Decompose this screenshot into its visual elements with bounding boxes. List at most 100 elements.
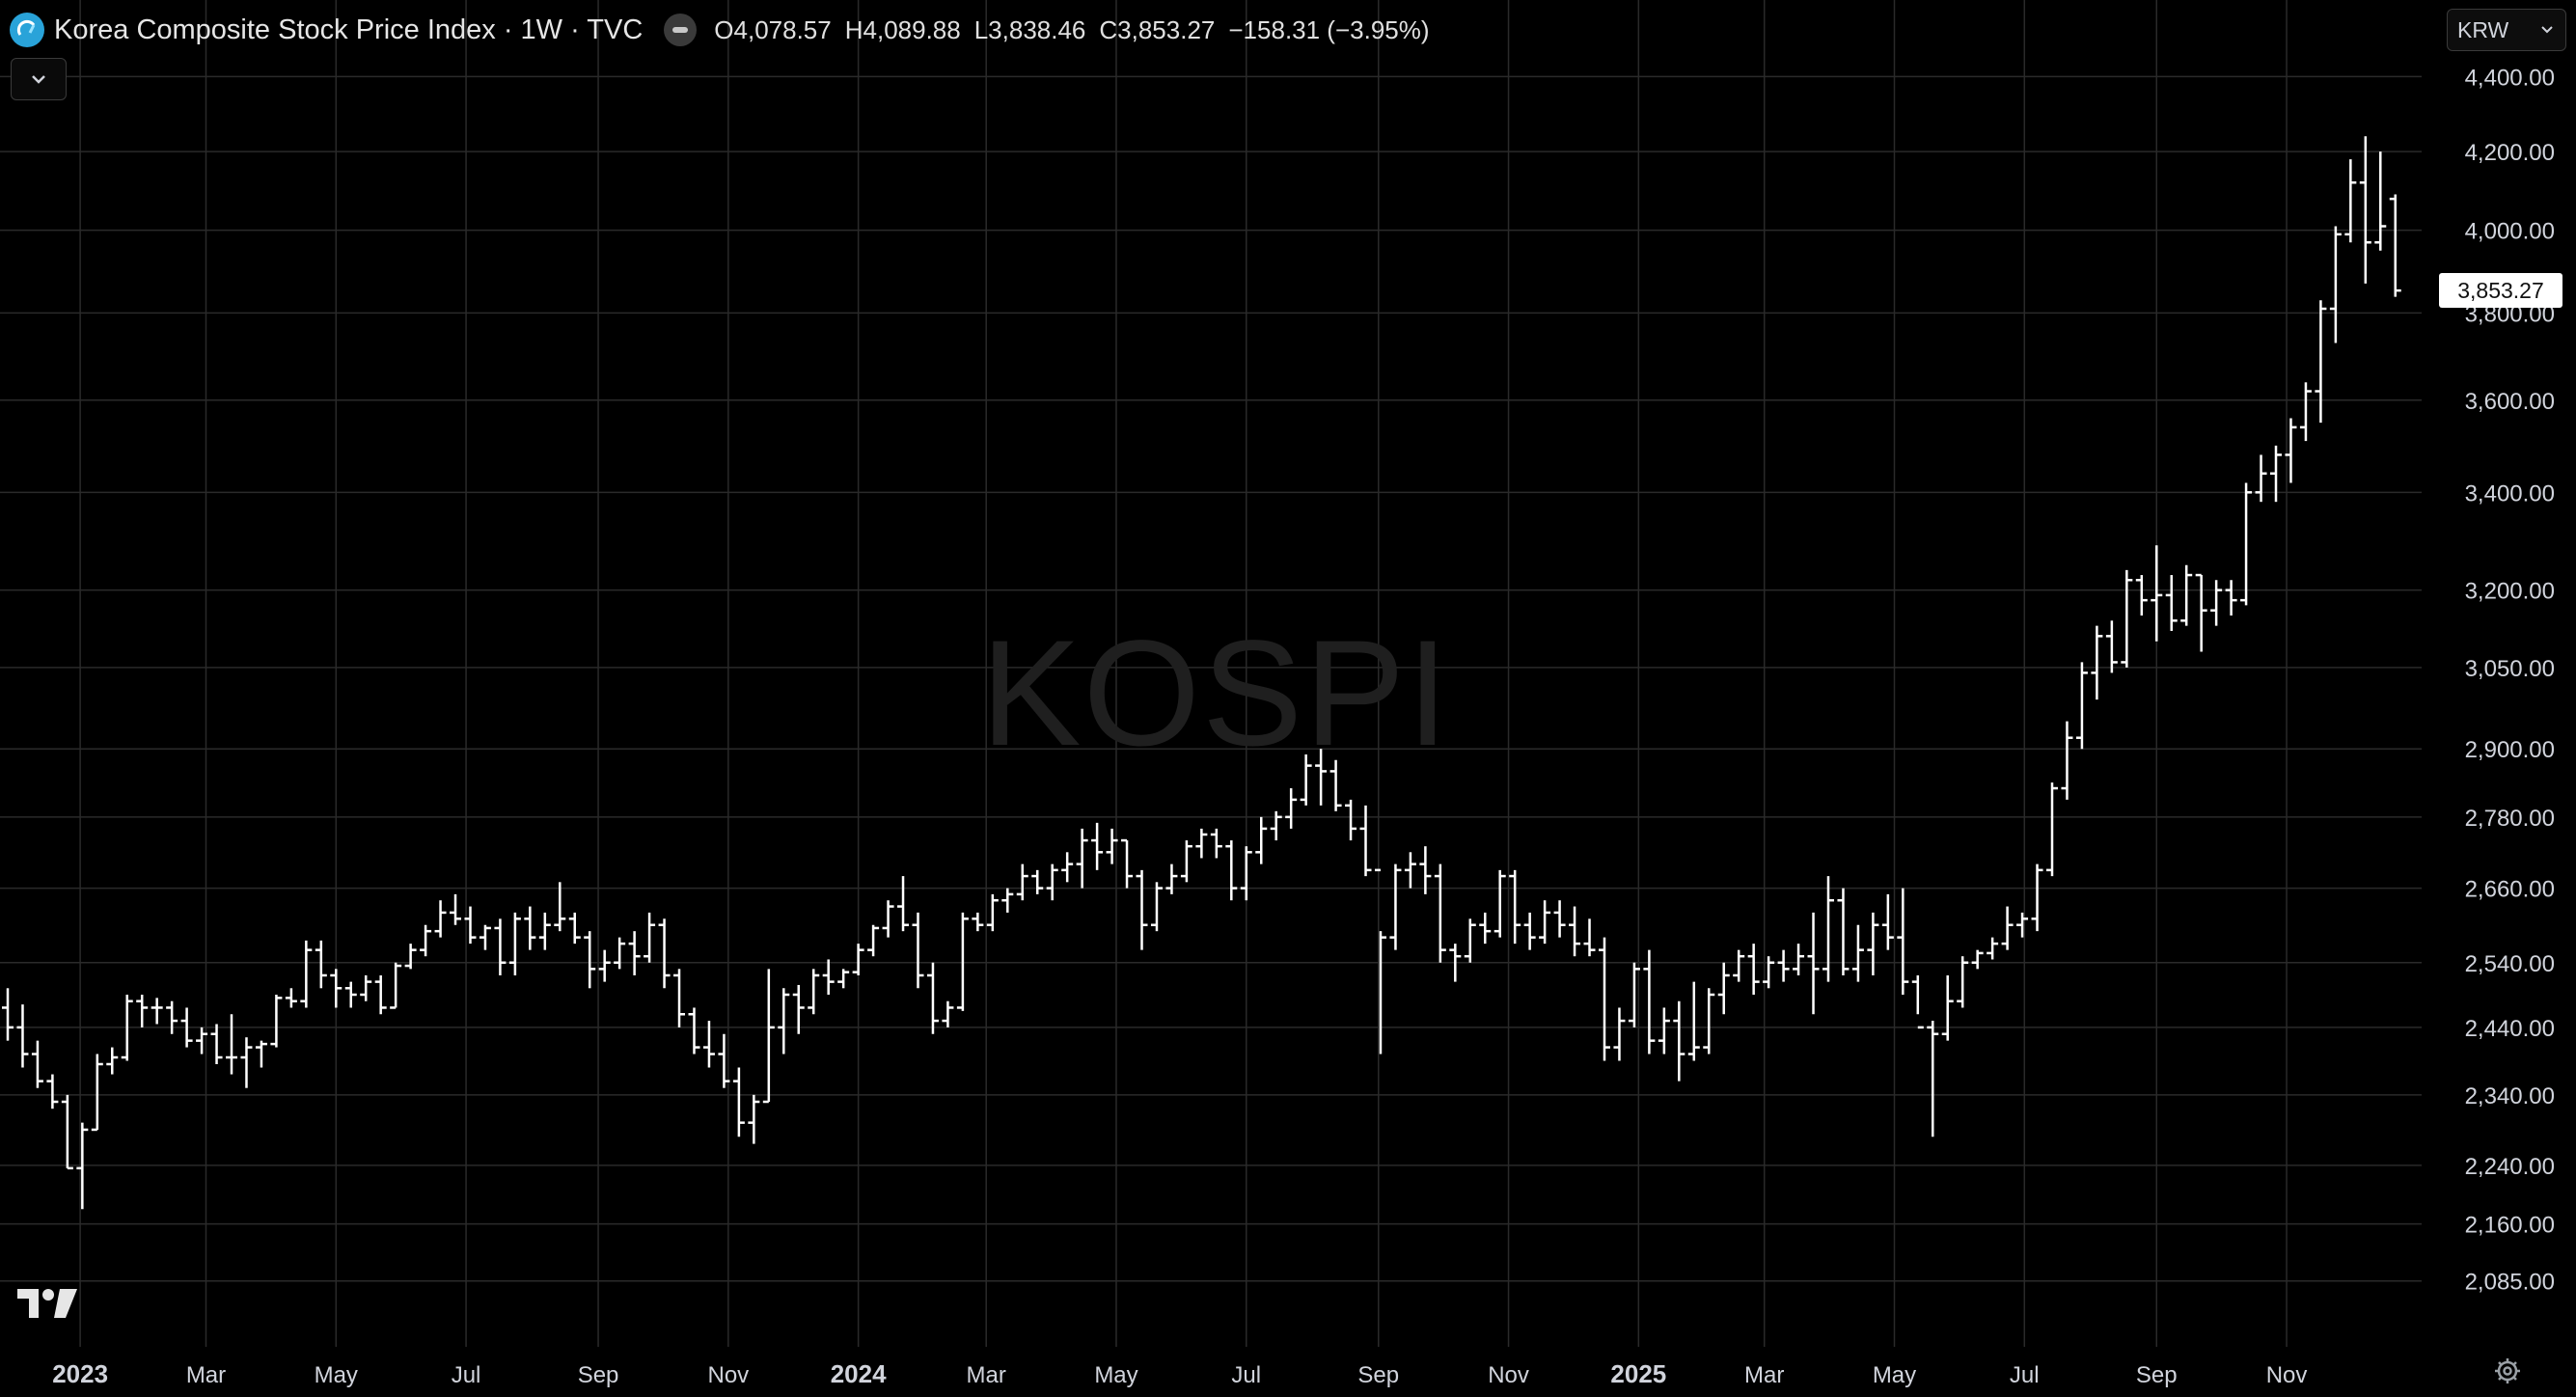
ohlc-bar[interactable] xyxy=(2270,445,2283,503)
ohlc-bar[interactable] xyxy=(1583,918,1596,957)
ohlc-bar[interactable] xyxy=(2165,575,2178,631)
ohlc-bar[interactable] xyxy=(121,994,133,1061)
ohlc-bar[interactable] xyxy=(1613,1007,1626,1061)
collapse-legend-button[interactable] xyxy=(11,58,67,100)
ohlc-bar[interactable] xyxy=(1673,1000,1685,1082)
ohlc-bar[interactable] xyxy=(972,912,984,932)
ohlc-bar[interactable] xyxy=(2344,159,2357,243)
ohlc-bar[interactable] xyxy=(1195,828,1208,859)
ohlc-bar[interactable] xyxy=(1315,749,1328,806)
ohlc-bar[interactable] xyxy=(1957,956,1969,1008)
market-status-icon[interactable] xyxy=(664,14,698,46)
ohlc-bar[interactable] xyxy=(1419,846,1432,894)
ohlc-bar[interactable] xyxy=(897,876,910,932)
ohlc-bar[interactable] xyxy=(2075,662,2088,750)
ohlc-bar[interactable] xyxy=(2,988,14,1041)
ohlc-bar[interactable] xyxy=(524,906,536,950)
ohlc-bar[interactable] xyxy=(360,974,372,1001)
ohlc-bar[interactable] xyxy=(926,962,939,1034)
ohlc-bar[interactable] xyxy=(285,988,297,1008)
ohlc-bar[interactable] xyxy=(1553,900,1566,938)
ohlc-bar[interactable] xyxy=(2359,136,2371,284)
ohlc-bar[interactable] xyxy=(2315,300,2327,424)
ohlc-bar[interactable] xyxy=(748,1094,760,1144)
ohlc-bar[interactable] xyxy=(91,1054,103,1132)
ohlc-bar[interactable] xyxy=(1031,869,1044,894)
ohlc-bar[interactable] xyxy=(1150,882,1163,932)
ohlc-bar[interactable] xyxy=(1285,788,1298,829)
ohlc-bar[interactable] xyxy=(226,1014,238,1075)
ohlc-bar[interactable] xyxy=(390,962,402,1009)
ohlc-bar[interactable] xyxy=(882,900,894,938)
ohlc-bar[interactable] xyxy=(2105,620,2118,673)
ohlc-bar[interactable] xyxy=(554,882,566,932)
ohlc-bar[interactable] xyxy=(1001,888,1014,913)
gear-icon[interactable] xyxy=(2493,1356,2522,1385)
ohlc-bar[interactable] xyxy=(1598,937,1610,1061)
ohlc-bar[interactable] xyxy=(808,969,820,1015)
ohlc-bar[interactable] xyxy=(1687,981,1700,1061)
ohlc-bar[interactable] xyxy=(61,1094,73,1170)
ohlc-bar[interactable] xyxy=(1240,846,1252,901)
ohlc-bar[interactable] xyxy=(1091,822,1104,870)
ohlc-bar[interactable] xyxy=(136,994,149,1027)
ohlc-bar[interactable] xyxy=(1777,949,1790,982)
ohlc-bar[interactable] xyxy=(494,918,507,975)
ohlc-bar[interactable] xyxy=(986,893,999,932)
ohlc-bar[interactable] xyxy=(2016,912,2029,938)
ohlc-bar[interactable] xyxy=(1927,1021,1939,1137)
ohlc-bar[interactable] xyxy=(584,931,596,989)
ohlc-bar[interactable] xyxy=(166,1000,178,1034)
ohlc-bar[interactable] xyxy=(2240,482,2253,606)
ohlc-bar[interactable] xyxy=(270,994,283,1048)
ohlc-bar[interactable] xyxy=(1016,863,1028,901)
ohlc-bar[interactable] xyxy=(1434,863,1446,963)
ohlc-bar[interactable] xyxy=(1479,912,1492,945)
ohlc-bar[interactable] xyxy=(464,906,477,945)
ohlc-bar[interactable] xyxy=(2389,194,2401,297)
ohlc-bar[interactable] xyxy=(76,1122,89,1210)
ohlc-bar[interactable] xyxy=(255,1040,267,1068)
ohlc-bar[interactable] xyxy=(1717,962,1730,1015)
ohlc-bar[interactable] xyxy=(1807,912,1820,1015)
ohlc-bar[interactable] xyxy=(151,998,163,1025)
ohlc-bar[interactable] xyxy=(2045,782,2058,877)
ohlc-bar[interactable] xyxy=(1897,888,1909,995)
ohlc-bar[interactable] xyxy=(1225,840,1238,901)
ohlc-bar[interactable] xyxy=(420,924,432,957)
ohlc-bar[interactable] xyxy=(1449,944,1462,982)
ohlc-bar[interactable] xyxy=(628,931,641,975)
ohlc-bar[interactable] xyxy=(1389,863,1402,950)
ohlc-bar[interactable] xyxy=(702,1021,715,1068)
ohlc-bar[interactable] xyxy=(2285,418,2297,483)
ohlc-bar[interactable] xyxy=(1643,949,1656,1055)
ohlc-bar[interactable] xyxy=(1255,816,1268,864)
ohlc-bar[interactable] xyxy=(1733,949,1745,982)
ohlc-bar[interactable] xyxy=(852,944,864,975)
ohlc-bar[interactable] xyxy=(479,924,491,950)
ohlc-bar[interactable] xyxy=(673,969,686,1027)
ohlc-bar[interactable] xyxy=(1911,974,1924,1029)
ohlc-bar[interactable] xyxy=(300,940,313,1008)
ohlc-bar[interactable] xyxy=(434,900,447,938)
ohlc-bar[interactable] xyxy=(837,969,850,989)
ohlc-bar[interactable] xyxy=(538,912,551,950)
ohlc-bar[interactable] xyxy=(1822,876,1834,982)
ohlc-bar[interactable] xyxy=(1359,805,1372,877)
ohlc-bar[interactable] xyxy=(1061,852,1074,883)
ohlc-bar[interactable] xyxy=(508,912,521,975)
ohlc-bar[interactable] xyxy=(792,984,805,1034)
ohlc-bar[interactable] xyxy=(912,912,924,989)
ohlc-bar[interactable] xyxy=(1345,799,1357,841)
ohlc-bar[interactable] xyxy=(1851,924,1864,982)
ohlc-bar[interactable] xyxy=(2195,573,2207,652)
ohlc-bar[interactable] xyxy=(2121,569,2133,668)
ohlc-bar[interactable] xyxy=(31,1040,43,1088)
ohlc-bar[interactable] xyxy=(1329,759,1342,811)
ohlc-bar[interactable] xyxy=(1270,810,1282,841)
ohlc-bar[interactable] xyxy=(732,1067,745,1137)
ohlc-bar[interactable] xyxy=(1628,962,1640,1027)
ohlc-bar[interactable] xyxy=(1464,918,1476,963)
ohlc-bar[interactable] xyxy=(1867,912,1879,975)
ohlc-bar[interactable] xyxy=(614,937,626,970)
